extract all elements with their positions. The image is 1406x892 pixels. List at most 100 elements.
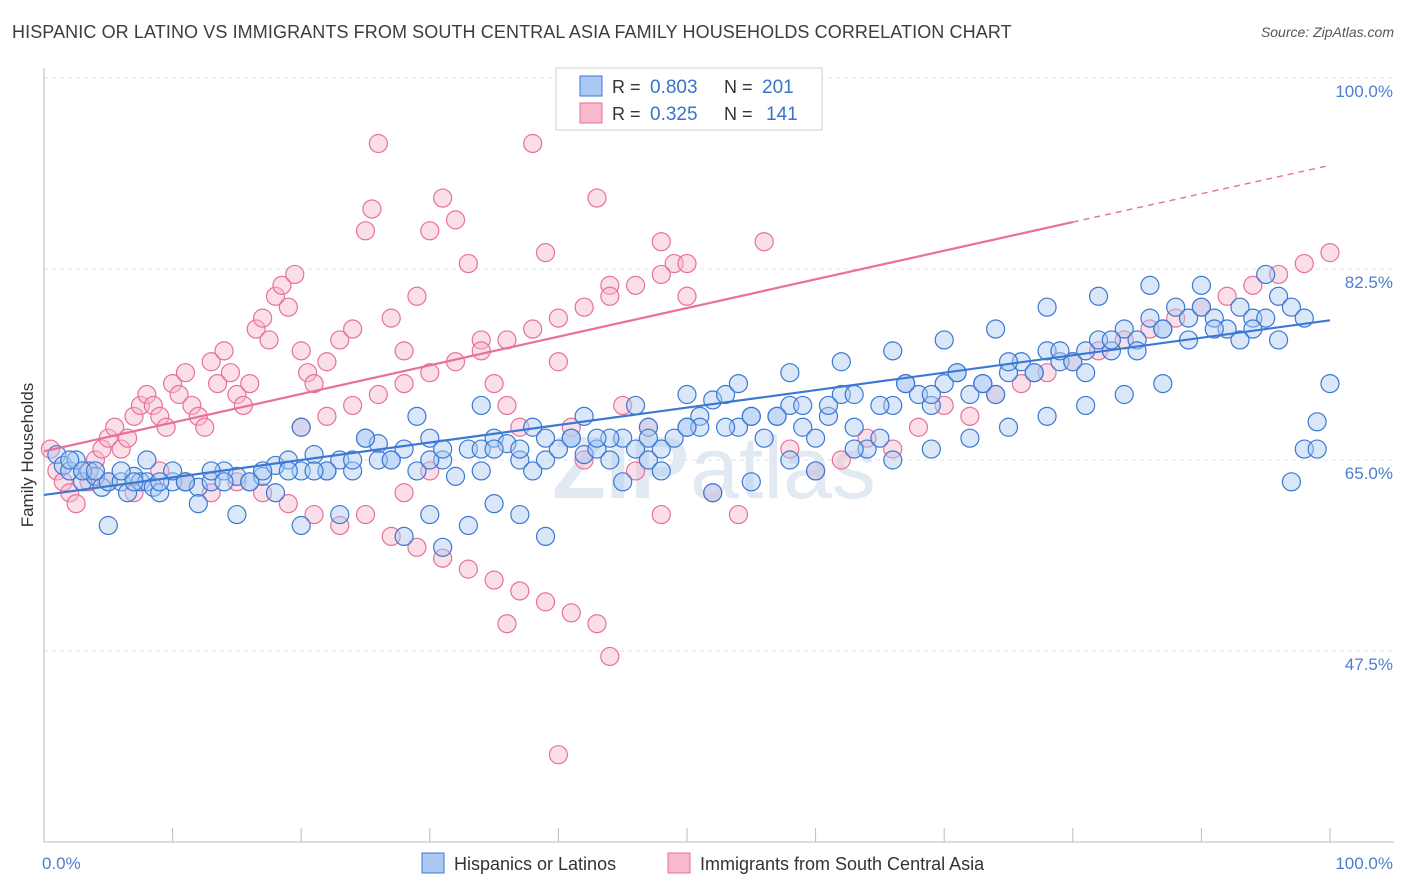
point-series-blue-137 [1191,275,1212,295]
point-series-blue-57 [690,406,710,426]
point-series-pink-136 [651,504,671,525]
point-series-blue-90 [1114,319,1134,339]
point-series-blue-65 [793,417,813,437]
trend-lines [43,164,1331,497]
y-tick-labels: 100.0% 82.5% 65.0% 47.5% [1335,82,1393,674]
point-series-blue-131 [883,341,903,361]
point-series-blue-207 [1076,363,1096,383]
point-series-blue-158 [137,450,157,470]
x-tick-labels: 0.0% 100.0% [42,854,1393,873]
point-series-pink-48 [381,308,401,328]
point-series-pink-114 [535,592,556,612]
point-series-blue-113 [394,526,414,547]
point-series-pink-24 [195,417,215,437]
point-series-blue-174 [844,384,864,405]
legend-r-label-pink: R = [612,104,641,124]
point-series-blue-76 [934,374,954,394]
point-series-blue-111 [291,515,311,536]
point-series-blue-168 [561,428,581,448]
point-series-blue-142 [613,472,633,492]
point-series-pink-36 [272,275,292,295]
point-series-blue-167 [510,439,530,459]
point-series-blue-141 [1307,439,1327,459]
point-series-blue-94 [1166,297,1186,317]
point-series-blue-173 [793,395,813,416]
point-series-blue-180 [1153,319,1173,339]
point-series-blue-109 [227,504,247,525]
point-series-blue-119 [535,526,556,547]
point-series-pink-73 [728,504,749,525]
point-series-blue-138 [1256,264,1276,285]
point-series-blue-159 [163,461,183,481]
point-series-pink-96 [1320,243,1340,263]
point-series-pink-46 [362,199,382,219]
point-series-blue-192 [343,450,363,470]
point-series-blue-147 [805,461,826,481]
point-series-blue-62 [754,428,774,448]
point-series-pink-43 [330,330,350,350]
point-series-pink-53 [445,210,466,230]
point-series-blue-71 [870,428,890,448]
point-series-pink-135 [600,646,620,667]
point-series-blue-78 [960,384,980,405]
point-series-blue-69 [844,417,864,437]
point-series-pink-118 [317,406,337,426]
point-series-pink-35 [265,286,286,306]
point-series-blue-120 [291,417,311,437]
point-series-pink-111 [458,559,478,579]
point-series-pink-131 [651,264,671,285]
x-tick-label-0: 0.0% [42,854,81,873]
point-series-pink-82 [960,406,980,426]
point-series-blue-179 [1101,330,1121,350]
point-series-blue-149 [883,450,903,470]
point-series-blue-67 [818,406,839,426]
point-series-blue-200 [715,417,736,437]
point-series-pink-37 [278,297,298,317]
point-series-pink-77 [831,450,851,470]
point-series-blue-44 [523,461,543,481]
point-series-pink-116 [587,614,607,634]
point-series-pink-54 [458,253,478,274]
point-series-blue-80 [986,384,1006,405]
point-series-blue-193 [381,450,401,470]
series-immigrants-south-central-asia [40,133,1340,765]
point-series-pink-8 [92,439,112,459]
point-series-blue-204 [921,384,941,405]
point-series-blue-134 [1037,297,1057,317]
point-series-blue-145 [741,472,761,492]
point-series-blue-107 [98,515,118,536]
point-series-blue-152 [998,417,1019,437]
point-series-pink-47 [368,133,388,154]
point-series-pink-134 [548,745,569,765]
point-series-blue-211 [1268,330,1289,350]
point-series-pink-16 [143,395,163,416]
legend-swatch-blue [579,75,603,97]
point-series-blue-99 [1230,297,1250,317]
point-series-blue-110 [265,483,286,503]
point-series-blue-155 [1114,384,1134,405]
x-tick-label-1: 100.0% [1335,854,1393,873]
point-series-blue-199 [677,417,697,437]
point-series-blue-115 [433,537,453,557]
point-series-blue-133 [986,319,1006,339]
point-series-blue-45 [535,450,556,470]
point-series-blue-185 [85,461,106,481]
point-series-blue-187 [150,472,170,492]
point-series-blue-156 [1153,374,1173,394]
point-series-blue-3 [66,450,86,470]
point-series-blue-198 [638,428,659,448]
point-series-pink-28 [220,363,241,383]
point-series-blue-130 [831,352,851,372]
point-series-blue-96 [1191,297,1212,317]
chart-title: HISPANIC OR LATINO VS IMMIGRANTS FROM SO… [12,22,1012,42]
point-series-blue-161 [240,472,260,492]
point-series-blue-136 [1140,275,1160,295]
point-series-pink-57 [497,395,517,416]
point-series-pink-64 [587,188,607,208]
point-series-pink-110 [433,548,453,568]
point-series-blue-144 [703,483,723,503]
legend-bottom-swatch-pink [667,852,691,874]
point-series-pink-26 [208,374,228,394]
point-series-blue-105 [1307,412,1327,432]
legend-top: R = 0.803 N = 201 R = 0.325 N = 141 [555,67,823,131]
